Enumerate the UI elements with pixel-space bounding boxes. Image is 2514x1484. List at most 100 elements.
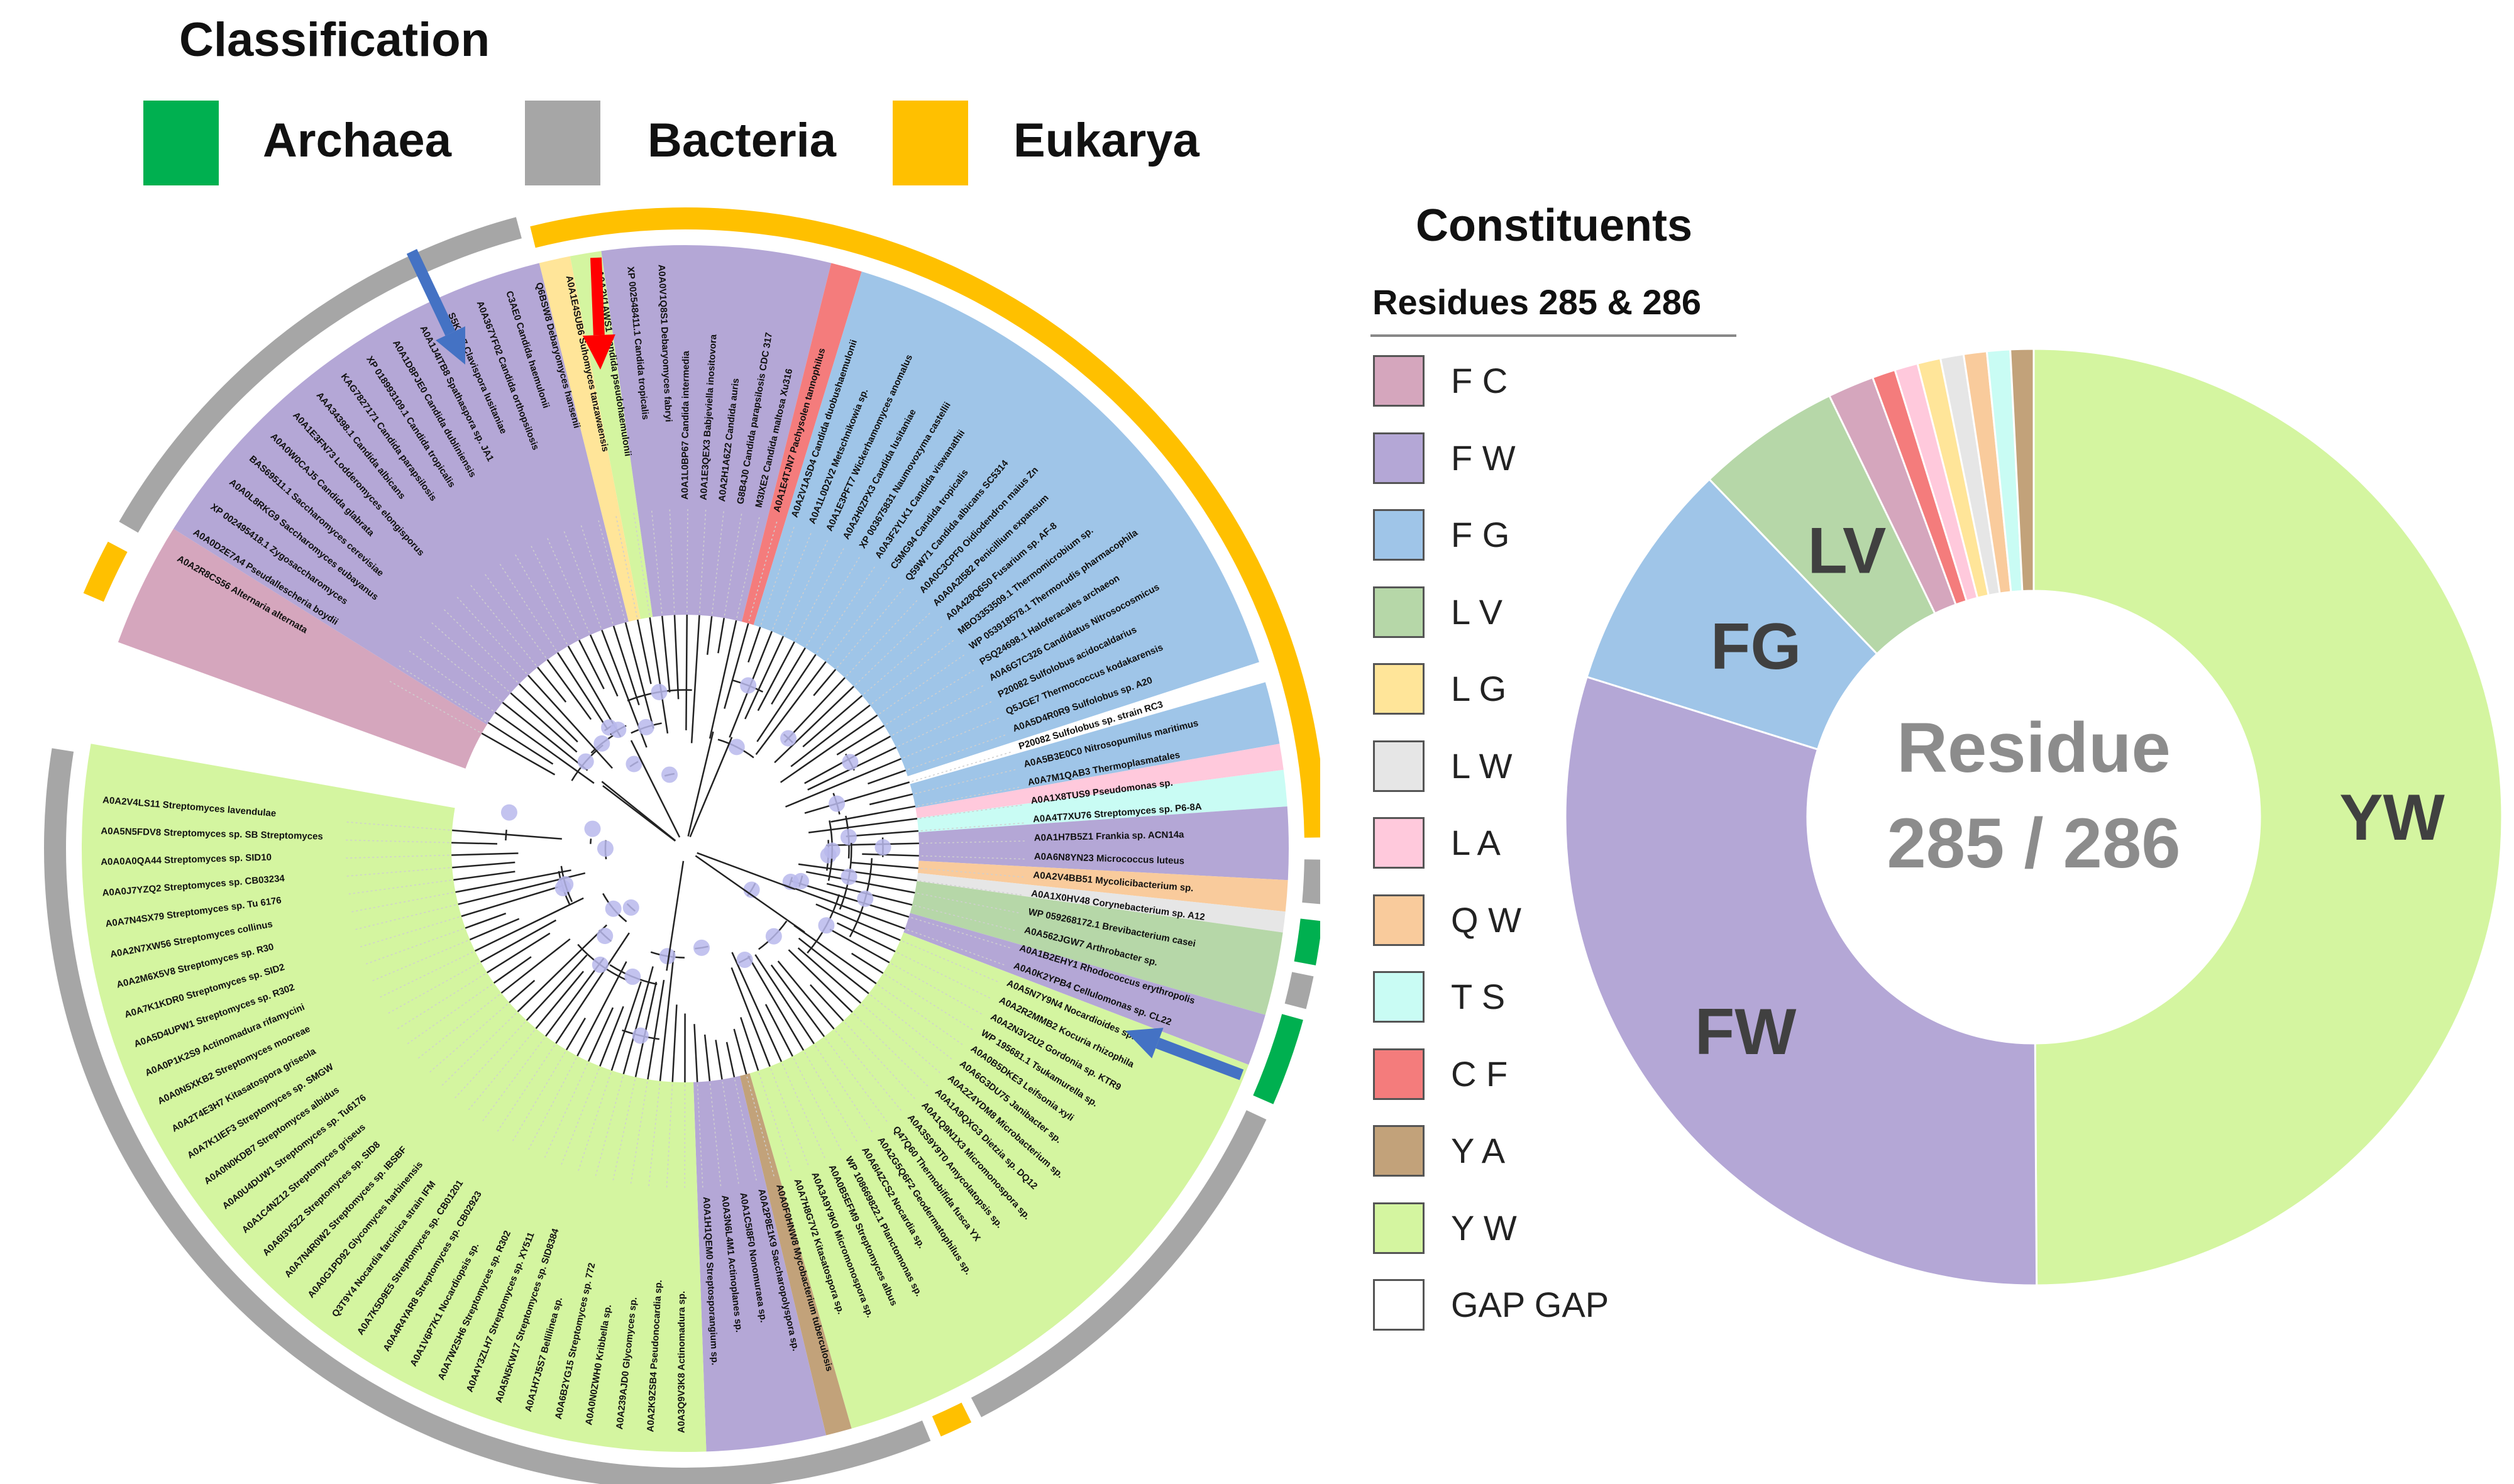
branch: [788, 949, 853, 1013]
branch: [451, 842, 497, 845]
clade-sector: [753, 271, 1260, 777]
branch: [636, 619, 652, 684]
node-marker: [622, 899, 639, 916]
leaf-guide: [544, 1061, 589, 1158]
leaf-guide: [431, 622, 511, 694]
leaf-guide: [351, 891, 456, 913]
leaf-guide: [346, 822, 453, 831]
constituent-label: L W: [1451, 745, 1513, 786]
node-marker: [842, 754, 859, 771]
branch: [634, 981, 658, 1077]
constituent-swatch: [1373, 1048, 1425, 1100]
leaf-guide: [843, 1020, 915, 1099]
leaf-guide: [721, 1079, 739, 1184]
leaf-guide: [876, 983, 963, 1045]
donut-slices: [1564, 348, 2504, 1287]
leaf-guide: [711, 511, 725, 617]
branch: [793, 925, 877, 984]
leaf-guide: [455, 1020, 527, 1099]
leaf-guide: [734, 1077, 757, 1181]
clade-sector: [917, 806, 1289, 881]
constituent-swatch: [1373, 971, 1425, 1023]
leaf-guide: [889, 962, 982, 1014]
leaf-guide: [747, 521, 778, 624]
node-marker: [593, 735, 610, 752]
leaf-guide: [783, 540, 829, 637]
leaf-guide: [388, 961, 482, 1014]
branch: [725, 1042, 736, 1077]
leaf-guide: [803, 1050, 857, 1142]
branch: [724, 623, 749, 709]
donut-center-title-line2: 285 / 286: [1887, 804, 2180, 882]
branch: [599, 1006, 624, 1067]
leaf-guide: [470, 585, 538, 668]
branch: [774, 686, 854, 764]
leaf-guide: [901, 717, 999, 759]
clade-sector: [118, 529, 488, 769]
branch: [809, 984, 844, 1021]
node-marker: [792, 872, 809, 889]
branch: [535, 970, 585, 1030]
node-marker: [632, 1027, 649, 1044]
leaf-guide: [360, 916, 462, 948]
node-marker: [740, 677, 757, 694]
constituent-label: Y A: [1451, 1131, 1506, 1170]
branch: [565, 1017, 587, 1051]
branch: [862, 853, 919, 857]
leaf-guide: [355, 903, 458, 930]
branch: [697, 852, 796, 891]
branch: [556, 652, 609, 730]
constituent-swatch: [1373, 432, 1425, 484]
leaf-guide: [598, 520, 626, 623]
constituent-swatch: [1373, 1125, 1425, 1177]
branch: [612, 625, 640, 706]
classification-ring-segment: [1294, 918, 1320, 965]
annotation-arrows: [406, 249, 1244, 1080]
clade-sectors: [81, 245, 1289, 1452]
classification-ring-segment: [1284, 972, 1314, 1009]
leaf-guide: [512, 1050, 567, 1141]
clade-sector: [749, 932, 1249, 1429]
leaf-guide: [456, 596, 529, 676]
leaf-guide: [485, 574, 548, 660]
branch: [487, 932, 551, 974]
branch: [846, 830, 919, 837]
branch: [869, 793, 913, 806]
donut-slice: [1585, 478, 1878, 751]
branch: [527, 674, 613, 769]
node-marker: [728, 739, 745, 756]
constituent-swatch: [1373, 663, 1425, 715]
clade-sector: [906, 662, 1265, 785]
node-marker: [818, 917, 835, 934]
donut-slice: [2009, 348, 2035, 593]
leaf-guide: [918, 822, 1024, 832]
classification-title: Classification: [179, 13, 490, 67]
constituent-swatch: [1373, 894, 1425, 946]
clade-sector: [908, 682, 1280, 808]
branch: [755, 661, 827, 756]
branch: [695, 855, 805, 933]
branch: [647, 979, 665, 1080]
leaf-guide: [419, 636, 503, 703]
phylogenetic-tree: A0A2R8CS56 Alternaria alternataA0A0D2E7A…: [44, 207, 1320, 1484]
blue-arrow-top: [406, 249, 466, 365]
constituent-label: T S: [1451, 977, 1506, 1016]
node-marker: [824, 842, 841, 859]
leaf-label: A0A3Q9V3K8 Actinomadura sp.: [676, 1291, 687, 1433]
branch: [836, 922, 896, 952]
branch: [671, 1004, 678, 1082]
legend-label-bacteria: Bacteria: [648, 114, 836, 167]
leaf-guide: [853, 613, 930, 687]
clade-sector: [739, 1072, 852, 1436]
node-marker: [557, 876, 574, 893]
leaf-guide: [905, 734, 1006, 771]
blue-arrow-right: [1125, 1028, 1244, 1080]
leaf-guide: [697, 1082, 703, 1188]
leaf-guide: [852, 1011, 929, 1087]
branch-arc: [505, 829, 507, 841]
branch: [451, 852, 519, 856]
branch: [630, 740, 681, 838]
branch: [706, 616, 713, 655]
